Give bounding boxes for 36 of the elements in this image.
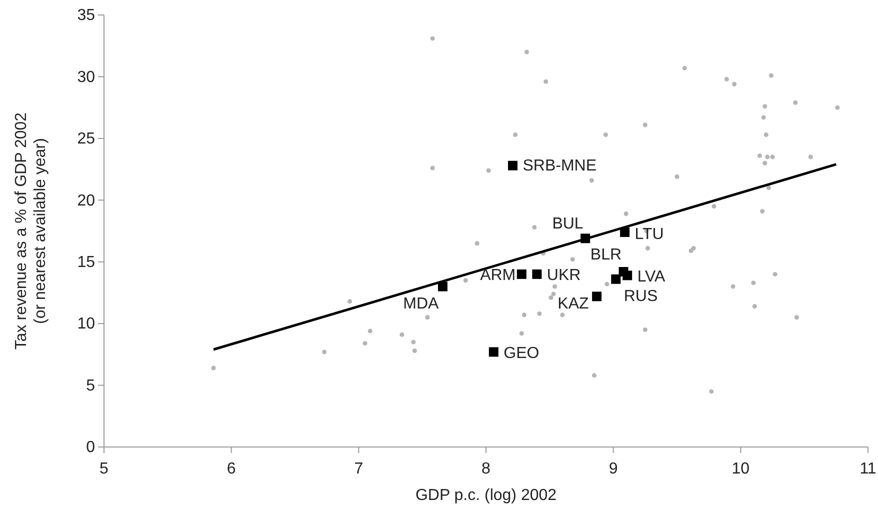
point xyxy=(611,274,621,284)
y-axis-title: Tax revenue as a % of GDP 2002 (or nearest available year) xyxy=(13,112,50,350)
x-tick-label: 5 xyxy=(100,460,109,478)
point xyxy=(622,270,632,280)
x-tick-label: 9 xyxy=(608,460,618,478)
annotation: UKR xyxy=(546,267,581,284)
x-tick-label: 11 xyxy=(860,460,876,478)
y-tick-label: 30 xyxy=(77,68,96,86)
annotation: RUS xyxy=(624,288,658,306)
point xyxy=(508,160,518,170)
annotation: ARM xyxy=(480,267,516,284)
annotation: LVA xyxy=(637,268,666,286)
x-tick-label: 8 xyxy=(482,460,491,478)
annotation: GEO xyxy=(504,344,540,362)
x-tick-label: 6 xyxy=(226,460,236,478)
y-tick-label: 35 xyxy=(77,7,96,24)
x-axis-title: GDP p.c. (log) 2002 xyxy=(415,487,557,504)
point xyxy=(488,347,498,357)
annotation: BLR xyxy=(590,246,622,264)
y-tick-label: 20 xyxy=(77,192,96,210)
point xyxy=(438,282,448,292)
point xyxy=(532,269,542,279)
annotation: KAZ xyxy=(558,295,589,312)
point xyxy=(592,292,602,302)
y-tick-label: 15 xyxy=(77,254,96,271)
annotation: BUL xyxy=(552,215,584,232)
x-tick-label: 10 xyxy=(732,460,750,478)
y-tick-label: 10 xyxy=(77,316,96,333)
annotation: LTU xyxy=(634,226,664,244)
y-tick-label: 5 xyxy=(86,377,96,394)
annotation: MDA xyxy=(403,296,440,313)
y-tick-label: 25 xyxy=(77,130,96,148)
annotation: SRB-MNE xyxy=(522,158,597,175)
y-tick-label: 0 xyxy=(86,439,96,456)
point xyxy=(516,269,526,279)
x-tick-label: 7 xyxy=(354,460,364,478)
